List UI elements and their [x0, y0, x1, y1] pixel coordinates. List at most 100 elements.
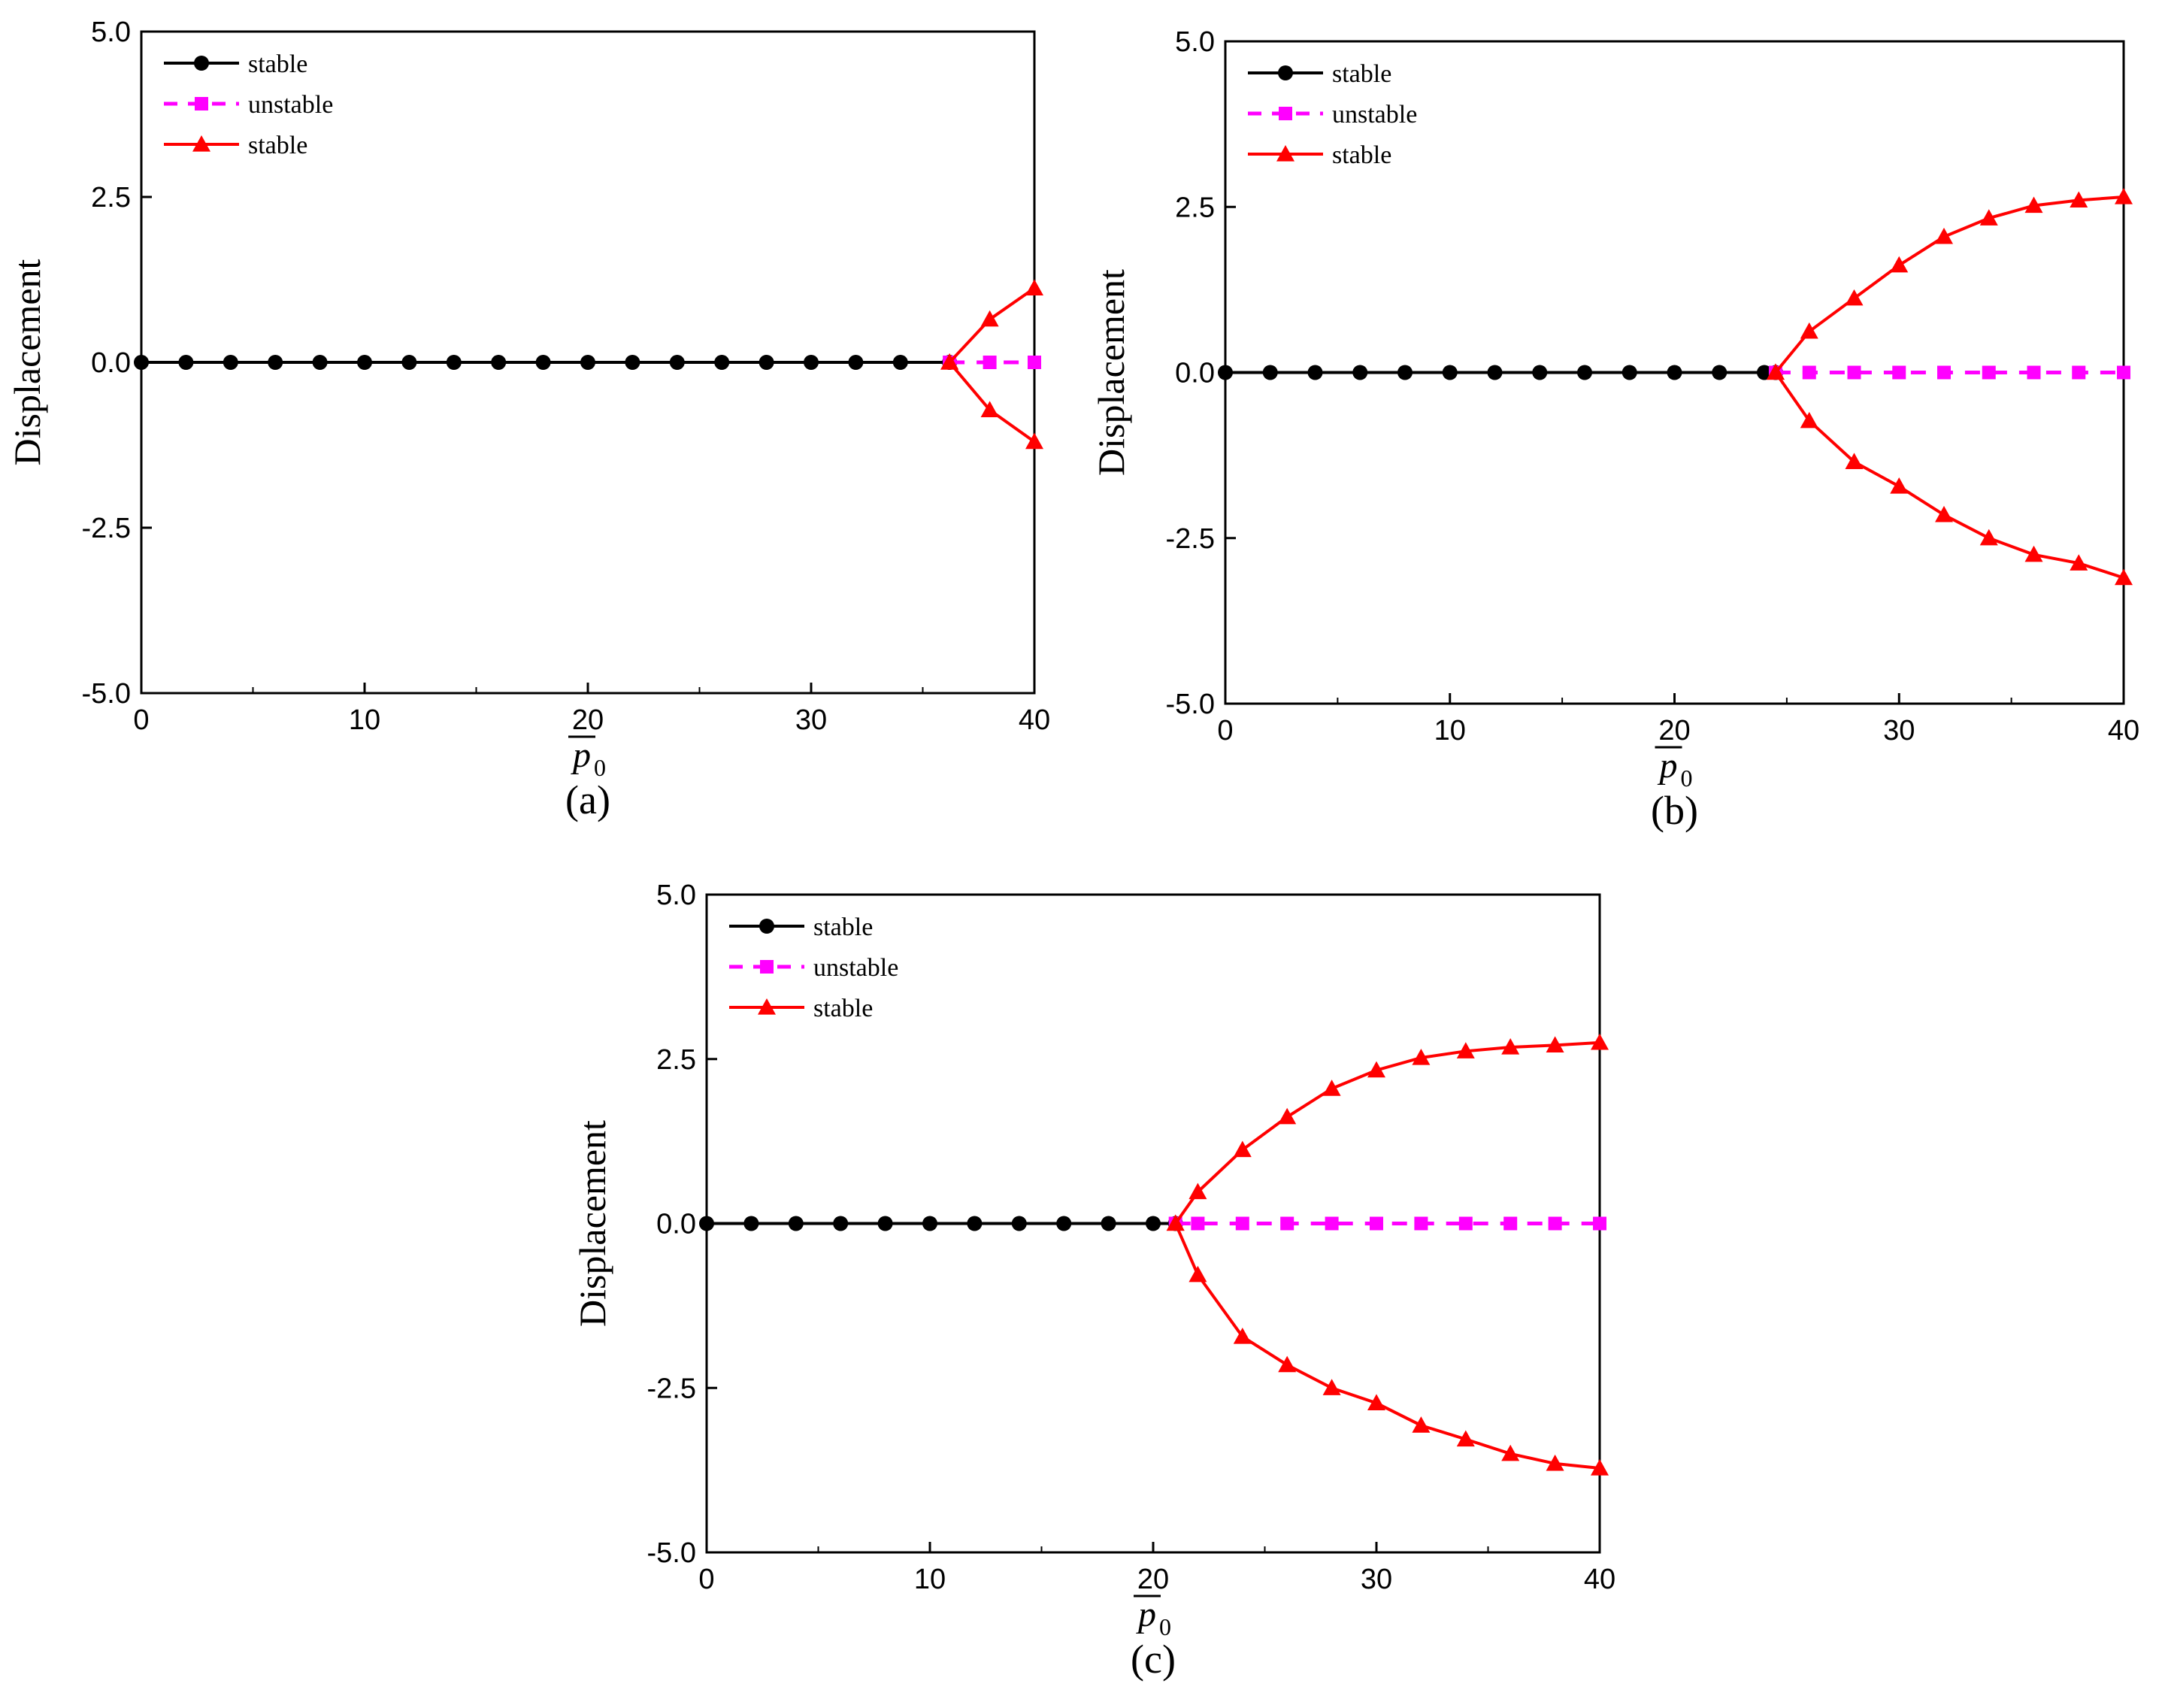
data-point-unstable: [1191, 1216, 1205, 1231]
y-tick-label: -5.0: [1166, 689, 1215, 720]
data-point-unstable: [1414, 1216, 1428, 1231]
data-point-stable: [699, 1216, 714, 1231]
legend-label: unstable: [248, 91, 333, 119]
series-line-stable: [1173, 1222, 1600, 1470]
panel-caption: (c): [1131, 1637, 1176, 1682]
legend-label: stable: [1332, 60, 1391, 88]
data-point-stable: [1667, 365, 1682, 380]
y-tick-label: 2.5: [656, 1044, 696, 1076]
x-tick-label: 20: [1658, 715, 1690, 746]
y-tick-label: 0.0: [91, 347, 131, 379]
x-tick-label: 40: [1019, 704, 1050, 736]
data-point-stable: [357, 355, 372, 370]
x-tick-label: 30: [1883, 715, 1915, 746]
data-point-stable: [1322, 1379, 1341, 1395]
data-point-unstable: [1892, 365, 1906, 380]
y-tick-label: 0.0: [1175, 358, 1215, 389]
data-point-stable: [1397, 365, 1413, 380]
data-point-stable: [1278, 1355, 1297, 1373]
data-point-stable: [1890, 256, 1909, 273]
legend-label: stable: [248, 50, 307, 78]
data-point-unstable: [1548, 1216, 1562, 1231]
series-line-stable: [1174, 1040, 1600, 1225]
data-point-stable: [1307, 365, 1323, 380]
legend-swatch-marker: [195, 97, 208, 111]
data-point-stable: [1233, 1328, 1252, 1344]
data-point-stable: [1367, 1061, 1385, 1078]
x-axis-label: p: [1658, 746, 1678, 786]
data-point-stable: [1442, 365, 1458, 380]
y-tick-label: 2.5: [91, 182, 131, 214]
legend-swatch-marker: [759, 919, 774, 934]
data-point-stable: [669, 355, 685, 370]
x-axis-label: p: [1136, 1594, 1156, 1634]
data-point-stable: [2115, 568, 2133, 586]
legend: stable unstable stable: [1248, 60, 1417, 169]
data-point-unstable: [1370, 1216, 1383, 1231]
x-tick-label: 20: [572, 704, 604, 736]
x-tick-label: 10: [349, 704, 380, 736]
y-axis-label: Displacement: [1090, 269, 1132, 476]
data-point-unstable: [1937, 365, 1951, 380]
data-point-stable: [1412, 1049, 1431, 1065]
data-point-stable: [1757, 365, 1772, 380]
data-point-unstable: [1235, 1216, 1249, 1231]
x-tick-label: 0: [133, 704, 149, 736]
series-line-stable: [948, 361, 1036, 444]
data-point-unstable: [1847, 365, 1861, 380]
data-point-unstable: [1503, 1216, 1518, 1231]
y-tick-label: -2.5: [1166, 523, 1215, 555]
data-point-stable: [922, 1216, 937, 1231]
data-point-stable: [1322, 1080, 1341, 1096]
data-point-unstable: [1593, 1216, 1606, 1231]
legend-label: stable: [248, 132, 307, 159]
data-point-stable: [788, 1216, 804, 1231]
legend-label: stable: [813, 995, 873, 1022]
data-point-stable: [1101, 1216, 1116, 1231]
legend: stable unstable stable: [164, 50, 333, 159]
data-point-stable: [1591, 1459, 1609, 1476]
data-point-stable: [804, 355, 819, 370]
data-point-stable: [1979, 209, 1998, 226]
data-point-stable: [1367, 1394, 1385, 1410]
data-point-stable: [580, 355, 595, 370]
legend-label: stable: [1332, 141, 1391, 169]
data-point-stable: [1935, 505, 1953, 522]
data-point-unstable: [1458, 1216, 1473, 1231]
data-point-stable: [1146, 1216, 1161, 1231]
panel-caption: (b): [1651, 788, 1698, 833]
x-tick-label: 10: [914, 1564, 946, 1595]
legend-swatch-marker: [194, 56, 209, 71]
legend-label: unstable: [813, 954, 898, 982]
data-point-stable: [877, 1216, 893, 1231]
data-point-stable: [535, 355, 551, 370]
series-line-stable: [1774, 371, 2124, 580]
data-point-stable: [1278, 1107, 1297, 1125]
data-point-stable: [2070, 191, 2088, 208]
data-point-stable: [2115, 188, 2133, 204]
data-point-stable: [1800, 322, 1818, 339]
data-point-stable: [1456, 1042, 1475, 1058]
legend: stable unstable stable: [729, 913, 898, 1022]
data-point-stable: [134, 355, 149, 370]
data-point-stable: [1591, 1033, 1609, 1050]
data-point-unstable: [2027, 365, 2041, 380]
data-point-stable: [1456, 1430, 1475, 1447]
data-point-unstable: [1802, 365, 1816, 380]
data-point-stable: [1056, 1216, 1072, 1231]
data-point-stable: [1233, 1140, 1252, 1158]
y-tick-label: 0.0: [656, 1209, 696, 1240]
data-point-unstable: [1028, 356, 1041, 369]
legend-label: unstable: [1332, 101, 1417, 129]
data-point-stable: [1025, 279, 1043, 296]
data-point-unstable: [1325, 1216, 1339, 1231]
x-tick-label: 20: [1137, 1564, 1169, 1595]
x-axis-label-subscript: 0: [1159, 1613, 1171, 1640]
legend-label: stable: [813, 913, 873, 941]
data-point-stable: [980, 401, 999, 417]
y-tick-label: 5.0: [1175, 26, 1215, 58]
data-point-stable: [1712, 365, 1727, 380]
